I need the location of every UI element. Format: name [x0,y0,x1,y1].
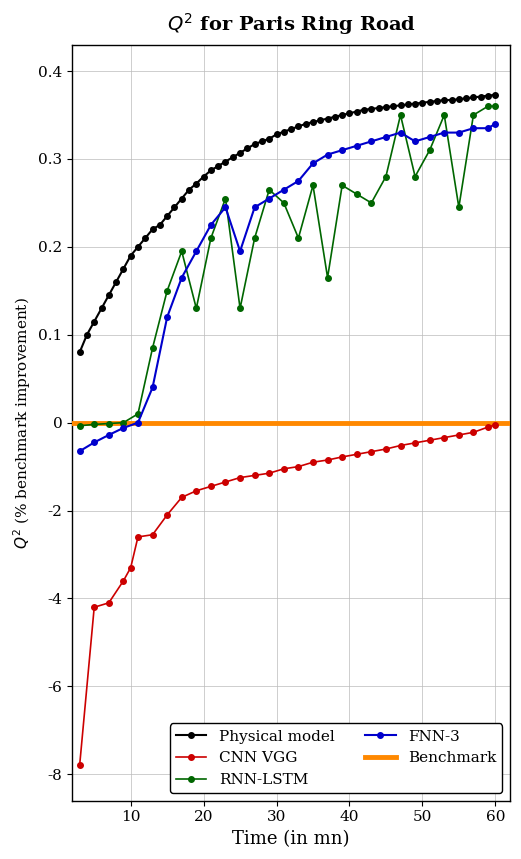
Title: $Q^2$ for Paris Ring Road: $Q^2$ for Paris Ring Road [167,11,416,37]
Y-axis label: $Q^2$ (% benchmark improvement): $Q^2$ (% benchmark improvement) [11,296,33,549]
Legend: Physical model, CNN VGG, RNN-LSTM, FNN-3, Benchmark: Physical model, CNN VGG, RNN-LSTM, FNN-3… [170,723,502,793]
X-axis label: Time (in mn): Time (in mn) [232,830,350,848]
